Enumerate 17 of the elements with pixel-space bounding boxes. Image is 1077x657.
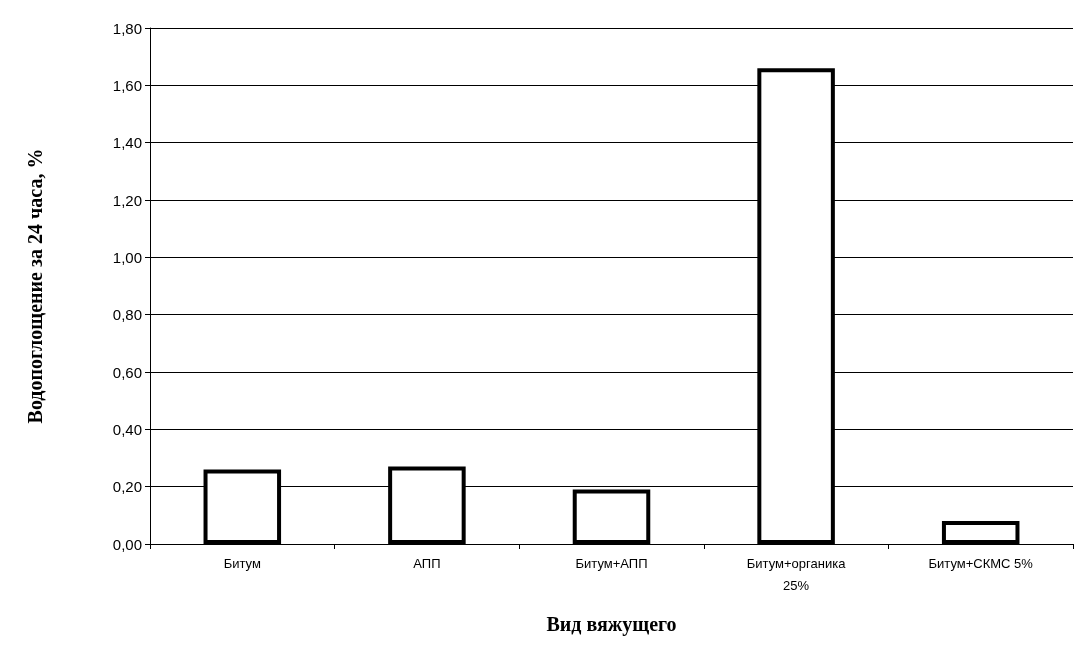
y-tick-label: 1,20 — [112, 191, 142, 209]
x-tick-label: Битум+органика 25% — [746, 555, 847, 593]
x-tick-label: Битум+АПП — [575, 555, 648, 571]
y-tick-label: 0,40 — [112, 420, 142, 438]
y-tick-label: 0,20 — [112, 478, 142, 496]
y-tick-label: 0,60 — [112, 363, 142, 381]
y-tick-label: 0,80 — [112, 306, 142, 324]
x-tick-label: АПП — [413, 555, 441, 571]
y-axis-title: Водопоглощение за 24 часа, % — [24, 148, 46, 424]
y-tick-label: 0,00 — [112, 535, 142, 553]
x-tick-label: Битум — [223, 555, 261, 571]
y-tick-label: 1,00 — [112, 248, 142, 266]
y-tick-label: 1,60 — [112, 76, 142, 94]
y-tick-label: 1,40 — [112, 134, 142, 152]
x-axis-title: Вид вяжущего — [546, 613, 677, 636]
y-tick-label: 1,80 — [112, 19, 142, 37]
x-tick-label: Битум+СКМС 5% — [928, 555, 1034, 571]
